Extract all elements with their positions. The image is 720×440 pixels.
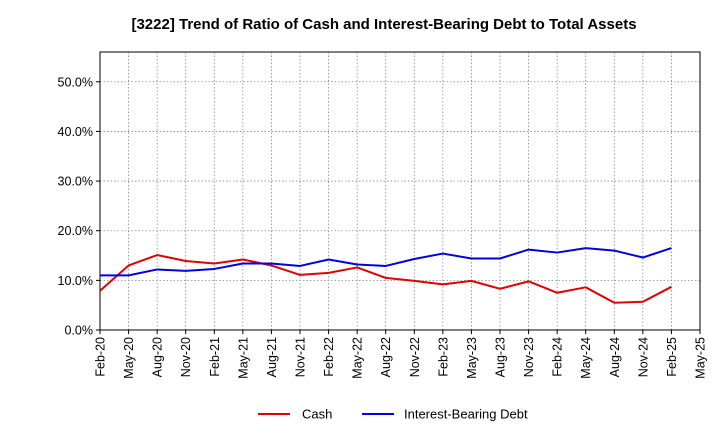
- y-tick-label: 10.0%: [58, 274, 93, 288]
- legend: Cash Interest-Bearing Debt: [258, 407, 528, 422]
- x-tick-label: Feb-23: [436, 337, 450, 377]
- plot-frame: [99, 51, 701, 331]
- plot-area: [99, 51, 701, 331]
- x-tick-label: May-20: [122, 337, 136, 379]
- y-tick-label: 20.0%: [58, 224, 93, 238]
- x-tick-label: May-24: [579, 337, 593, 379]
- series-line-interest-bearing-debt: [100, 247, 672, 277]
- chart-title: [3222] Trend of Ratio of Cash and Intere…: [131, 16, 636, 33]
- x-tick-label: Feb-20: [94, 337, 108, 377]
- x-tick-label: Aug-22: [379, 337, 393, 377]
- x-tick-label: Nov-22: [408, 337, 422, 377]
- plot-background: [100, 52, 700, 330]
- x-tick-label: May-25: [694, 337, 708, 379]
- y-tick-label: 40.0%: [58, 125, 93, 139]
- x-tick-label: Feb-25: [665, 337, 679, 377]
- x-tick-label: Feb-24: [551, 337, 565, 377]
- x-tick-label: Nov-20: [179, 337, 193, 377]
- x-tick-label: May-21: [236, 337, 250, 379]
- x-tick-label: Nov-23: [522, 337, 536, 377]
- legend-label: Cash: [302, 407, 332, 422]
- x-tick-label: Nov-21: [294, 337, 308, 377]
- x-tick-label: Aug-23: [494, 337, 508, 377]
- legend-label: Interest-Bearing Debt: [404, 407, 528, 422]
- y-tick-label: 30.0%: [58, 175, 93, 189]
- x-tick-label: Aug-24: [608, 337, 622, 377]
- x-tick-label: Aug-20: [151, 337, 165, 377]
- x-axis: Feb-20 May-20 Aug-20 Nov-20 Feb-21 May-21 Aug-…: [94, 330, 708, 379]
- y-axis: 0.0% 10.0% 20.0% 30.0% 40.0% 50.0%: [58, 75, 100, 338]
- y-tick-label: 50.0%: [58, 75, 93, 89]
- x-tick-label: Feb-22: [322, 337, 336, 377]
- x-tick-label: Aug-21: [265, 337, 279, 377]
- x-tick-label: May-23: [465, 337, 479, 379]
- y-tick-label: 0.0%: [65, 324, 94, 338]
- series-group: [99, 247, 672, 304]
- x-tick-label: Nov-24: [636, 337, 650, 377]
- series-line-cash: [99, 254, 672, 304]
- x-tick-label: Feb-21: [208, 337, 222, 377]
- x-tick-label: May-22: [351, 337, 365, 379]
